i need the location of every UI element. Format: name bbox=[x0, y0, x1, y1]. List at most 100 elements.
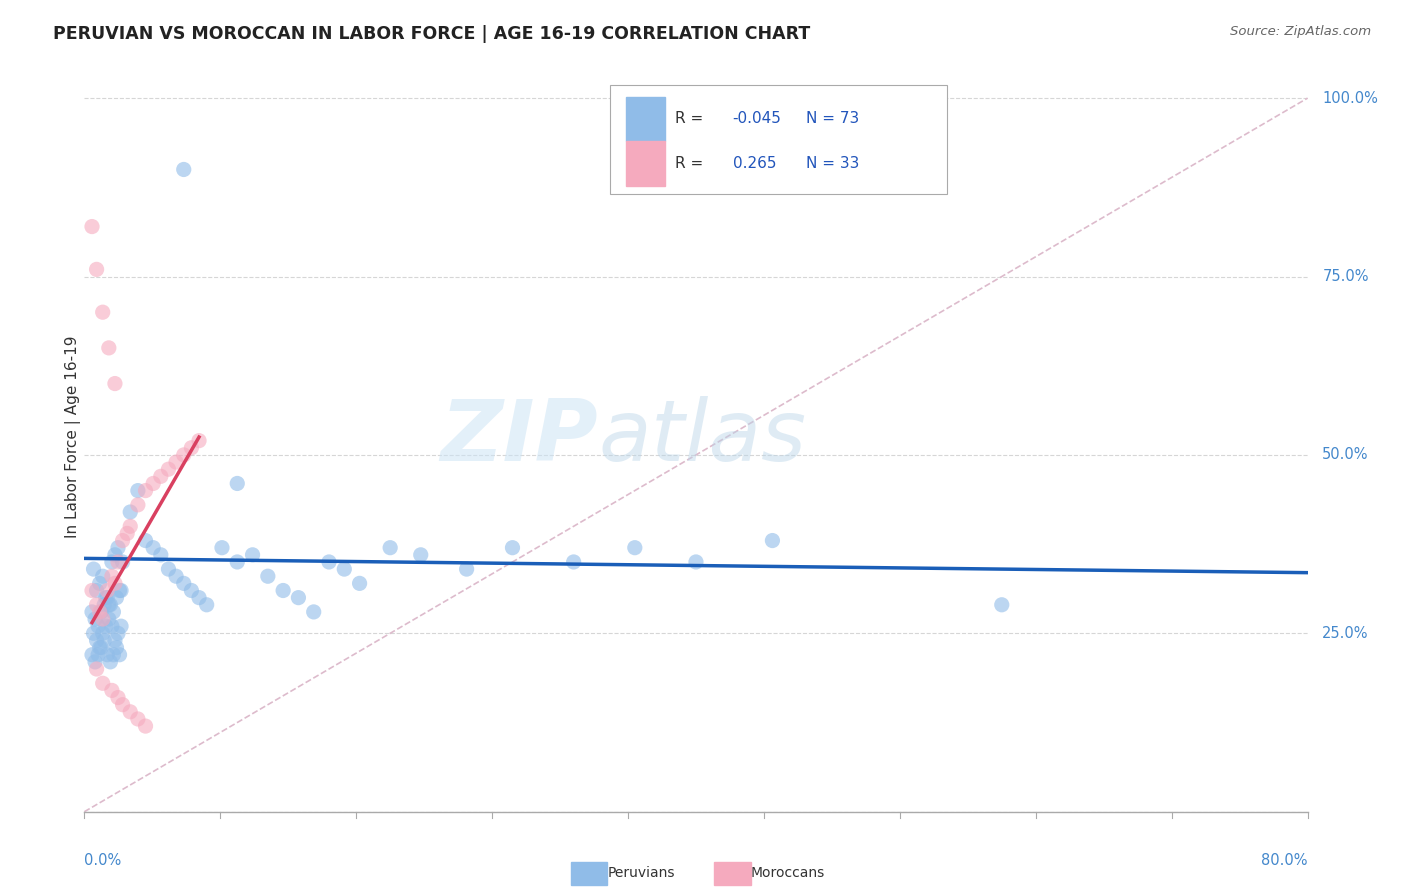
Point bbox=[135, 533, 157, 548]
Text: Peruvians: Peruvians bbox=[607, 866, 675, 880]
Point bbox=[120, 505, 142, 519]
Point bbox=[180, 583, 202, 598]
Point bbox=[101, 555, 124, 569]
Point bbox=[685, 555, 707, 569]
Point bbox=[90, 605, 112, 619]
Point bbox=[84, 655, 107, 669]
Point bbox=[502, 541, 524, 555]
Point bbox=[93, 633, 115, 648]
Point bbox=[120, 519, 142, 533]
Point bbox=[96, 591, 118, 605]
Text: 100.0%: 100.0% bbox=[1322, 91, 1378, 105]
Point bbox=[80, 605, 103, 619]
Point bbox=[173, 576, 195, 591]
Point bbox=[165, 455, 187, 469]
FancyBboxPatch shape bbox=[626, 96, 665, 141]
Point bbox=[83, 626, 105, 640]
Point bbox=[115, 526, 138, 541]
Point bbox=[86, 583, 108, 598]
Point bbox=[135, 483, 157, 498]
Point bbox=[86, 633, 108, 648]
Point bbox=[97, 612, 120, 626]
Point bbox=[107, 541, 129, 555]
Point bbox=[195, 598, 218, 612]
Point bbox=[104, 633, 127, 648]
Point bbox=[91, 569, 114, 583]
Point bbox=[287, 591, 309, 605]
Point bbox=[333, 562, 356, 576]
Point bbox=[110, 619, 132, 633]
Text: 0.265: 0.265 bbox=[733, 156, 776, 171]
Point bbox=[96, 583, 118, 598]
Point bbox=[107, 626, 129, 640]
Point bbox=[302, 605, 325, 619]
Point bbox=[89, 576, 111, 591]
Point bbox=[91, 612, 114, 626]
Point bbox=[380, 541, 402, 555]
Text: Source: ZipAtlas.com: Source: ZipAtlas.com bbox=[1230, 25, 1371, 38]
Point bbox=[188, 434, 211, 448]
Point bbox=[157, 562, 180, 576]
Point bbox=[108, 583, 131, 598]
Point bbox=[86, 262, 108, 277]
Point bbox=[991, 598, 1014, 612]
Point bbox=[93, 598, 115, 612]
Text: R =: R = bbox=[675, 156, 709, 171]
Point bbox=[104, 576, 127, 591]
Point bbox=[101, 619, 124, 633]
Point bbox=[624, 541, 647, 555]
Point bbox=[180, 441, 202, 455]
Point bbox=[101, 569, 124, 583]
Point bbox=[111, 698, 134, 712]
Point bbox=[318, 555, 340, 569]
Point bbox=[98, 655, 121, 669]
Point bbox=[101, 683, 124, 698]
Point bbox=[173, 162, 195, 177]
Point bbox=[271, 583, 294, 598]
Point bbox=[111, 533, 134, 548]
Point bbox=[409, 548, 432, 562]
Point bbox=[90, 640, 112, 655]
Point bbox=[226, 476, 249, 491]
Text: N = 73: N = 73 bbox=[806, 112, 859, 126]
Point bbox=[149, 548, 172, 562]
Text: PERUVIAN VS MOROCCAN IN LABOR FORCE | AGE 16-19 CORRELATION CHART: PERUVIAN VS MOROCCAN IN LABOR FORCE | AG… bbox=[53, 25, 811, 43]
Text: N = 33: N = 33 bbox=[806, 156, 859, 171]
Point bbox=[107, 690, 129, 705]
Text: 25.0%: 25.0% bbox=[1322, 626, 1369, 640]
Point bbox=[165, 569, 187, 583]
Point bbox=[562, 555, 585, 569]
Point bbox=[188, 591, 211, 605]
Point bbox=[80, 219, 103, 234]
FancyBboxPatch shape bbox=[626, 142, 665, 186]
Point bbox=[83, 562, 105, 576]
Point bbox=[456, 562, 478, 576]
Point bbox=[242, 548, 264, 562]
Point bbox=[97, 598, 120, 612]
Point bbox=[142, 541, 165, 555]
Point bbox=[111, 555, 134, 569]
Point bbox=[127, 498, 149, 512]
Point bbox=[257, 569, 280, 583]
Text: 75.0%: 75.0% bbox=[1322, 269, 1369, 284]
Point bbox=[94, 591, 117, 605]
Point bbox=[94, 619, 117, 633]
Point bbox=[91, 676, 114, 690]
Point bbox=[127, 483, 149, 498]
Point bbox=[103, 605, 125, 619]
Text: 80.0%: 80.0% bbox=[1261, 853, 1308, 868]
Point bbox=[211, 541, 233, 555]
Point bbox=[97, 341, 120, 355]
Point bbox=[149, 469, 172, 483]
Point bbox=[96, 648, 118, 662]
Point bbox=[142, 476, 165, 491]
Point bbox=[157, 462, 180, 476]
Y-axis label: In Labor Force | Age 16-19: In Labor Force | Age 16-19 bbox=[65, 335, 82, 539]
Text: R =: R = bbox=[675, 112, 709, 126]
Point bbox=[103, 648, 125, 662]
Point bbox=[86, 662, 108, 676]
Point bbox=[89, 605, 111, 619]
Text: -0.045: -0.045 bbox=[733, 112, 782, 126]
Point bbox=[135, 719, 157, 733]
Point bbox=[105, 640, 128, 655]
